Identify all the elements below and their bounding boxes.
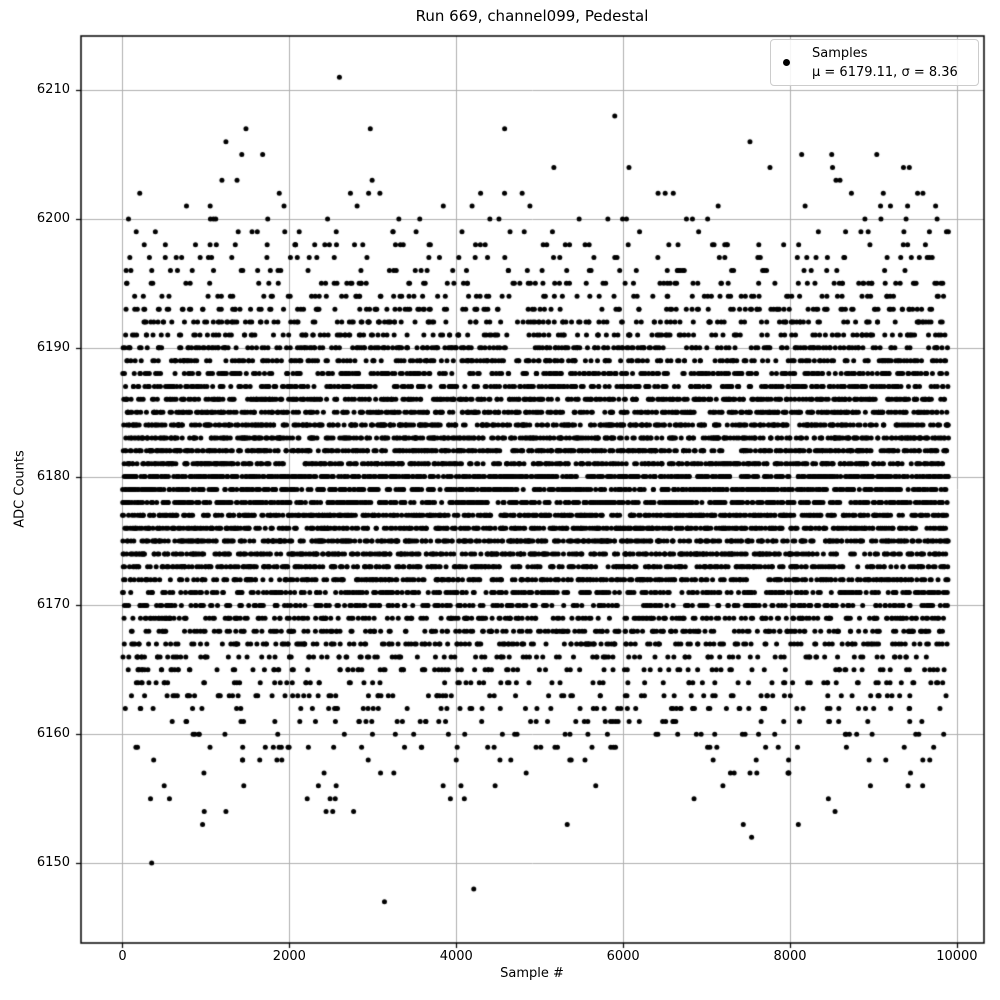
legend-series-label: Samples: [812, 45, 868, 61]
y-tick-label: 6190: [36, 339, 70, 355]
y-axis-label: ADC Counts: [12, 450, 28, 528]
x-tick-label: 0: [118, 949, 127, 964]
legend-sample-marker-icon: [783, 59, 790, 66]
y-tick-label: 6170: [36, 597, 70, 613]
x-tick-label: 4000: [439, 949, 473, 964]
y-tick-label: 6150: [36, 855, 70, 871]
x-tick-label: 8000: [773, 949, 807, 964]
y-tick-label: 6180: [36, 468, 70, 484]
y-tick-label: 6210: [36, 82, 70, 98]
x-tick-label: 10000: [936, 949, 978, 964]
legend: Samples μ = 6179.11, σ = 8.36: [770, 39, 979, 86]
legend-stats-label: μ = 6179.11, σ = 8.36: [812, 64, 958, 80]
chart-title: Run 669, channel099, Pedestal: [415, 7, 649, 25]
x-tick-label: 6000: [606, 949, 640, 964]
y-tick-label: 6200: [36, 210, 70, 226]
x-axis-label: Sample #: [500, 966, 564, 981]
x-tick-label: 2000: [272, 949, 306, 964]
y-tick-label: 6160: [36, 726, 70, 742]
